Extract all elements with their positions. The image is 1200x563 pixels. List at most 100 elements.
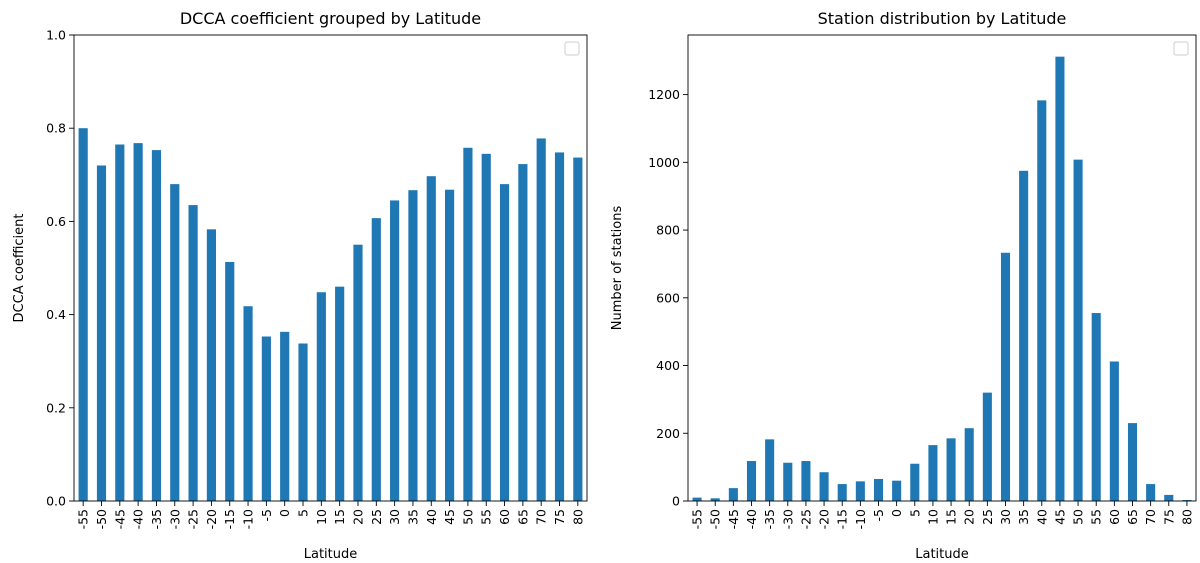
stations-bar--10 [855, 481, 865, 501]
stations-bar-10 [928, 445, 938, 501]
stations-xtick-label: 75 [1161, 509, 1176, 525]
dcca-xtick-label: 55 [479, 509, 494, 525]
stations-xtick-label: 60 [1107, 509, 1122, 525]
stations-xtick-label: -45 [726, 509, 741, 529]
stations-ytick-label: 1000 [648, 155, 680, 170]
dcca-bar--55 [78, 128, 88, 501]
dcca-xtick-label: -40 [131, 509, 146, 529]
stations-xtick-label: -30 [780, 509, 795, 529]
stations-bar-35 [1019, 170, 1029, 501]
dcca-xtick-label: 65 [515, 509, 530, 525]
dcca-bar-15 [335, 286, 345, 501]
stations-legend-box [1173, 41, 1189, 56]
dcca-xtick-label: -10 [241, 509, 256, 529]
dcca-bar--5 [261, 336, 271, 501]
stations-xtick-label: 45 [1052, 509, 1067, 525]
dcca-xtick-label: -15 [222, 509, 237, 529]
dcca-bar-25 [371, 218, 381, 501]
stations-xtick-label: 20 [962, 509, 977, 525]
dcca-xtick-label: 80 [570, 509, 585, 525]
dcca-bar-50 [463, 147, 473, 501]
stations-bar-0 [892, 480, 902, 501]
dcca-bar--10 [243, 306, 253, 501]
stations-bar--55 [692, 497, 702, 501]
stations-bar-30 [1000, 252, 1011, 501]
dcca-bar-30 [390, 200, 400, 501]
stations-bar-75 [1164, 494, 1174, 501]
stations-bar-15 [946, 438, 956, 501]
dcca-bar-75 [554, 152, 565, 501]
stations-ytick-label: 0 [672, 494, 680, 509]
stations-xtick-label: 25 [980, 509, 995, 525]
stations-xtick-label: 15 [944, 509, 959, 525]
dcca-xtick-label: 15 [332, 509, 347, 525]
dcca-xtick-label: -50 [94, 509, 109, 529]
dcca-xtick-label: -5 [259, 509, 274, 521]
stations-bar--30 [783, 462, 793, 501]
stations-bar-40 [1037, 100, 1047, 502]
stations-bar-20 [964, 428, 974, 501]
stations-bar-45 [1055, 56, 1065, 502]
dcca-bar--25 [188, 205, 198, 501]
dcca-bar--30 [170, 184, 180, 501]
dcca-bar-10 [316, 292, 326, 501]
stations-bar--40 [746, 461, 757, 501]
dcca-bar-70 [536, 138, 546, 501]
stations-bar--45 [728, 488, 738, 501]
stations-bar-80 [1182, 499, 1192, 501]
stations-xtick-label: 65 [1125, 509, 1140, 525]
stations-chart: Station distribution by Latitude02004006… [610, 9, 1197, 562]
dcca-xtick-label: 5 [296, 509, 311, 517]
stations-xtick-label: -15 [835, 509, 850, 529]
dcca-bar--50 [96, 165, 107, 502]
dcca-bar-35 [408, 190, 418, 502]
dcca-bar-20 [353, 244, 363, 501]
dcca-bar-80 [573, 157, 583, 502]
dcca-ytick-label: 0.2 [46, 400, 66, 415]
stations-xtick-label: 10 [925, 509, 940, 525]
dcca-ytick-label: 1.0 [46, 28, 66, 43]
dcca-bar--45 [115, 144, 125, 501]
dcca-yaxis-label: DCCA coefficient [12, 214, 27, 323]
dcca-bar-45 [445, 189, 455, 501]
stations-bar-70 [1146, 484, 1156, 501]
dcca-xtick-label: -45 [112, 509, 127, 529]
stations-xtick-label: -55 [690, 509, 705, 529]
stations-ytick-label: 800 [656, 223, 680, 238]
dcca-xtick-label: 75 [552, 509, 567, 525]
stations-xaxis-label: Latitude [915, 547, 969, 562]
stations-bar--50 [710, 498, 720, 501]
dcca-xtick-label: 45 [442, 509, 457, 525]
stations-bar--15 [837, 484, 847, 501]
stations-bar--25 [801, 461, 811, 501]
dcca-xtick-label: 30 [387, 509, 402, 525]
stations-xtick-label: 40 [1034, 509, 1049, 525]
dcca-xtick-label: 70 [534, 509, 549, 525]
dcca-bar--15 [225, 261, 235, 501]
stations-chart-title: Station distribution by Latitude [818, 9, 1067, 28]
stations-bar-60 [1109, 361, 1119, 501]
stations-ytick-label: 400 [656, 358, 680, 373]
dcca-axes-frame [73, 34, 588, 502]
dcca-bar-0 [280, 331, 290, 501]
dcca-legend-box [564, 41, 580, 56]
dcca-xtick-label: -55 [76, 509, 91, 529]
dcca-xtick-label: -25 [186, 509, 201, 529]
stations-bar-50 [1073, 159, 1083, 501]
dcca-ytick-label: 0.0 [46, 494, 66, 509]
dcca-chart-title: DCCA coefficient grouped by Latitude [180, 9, 481, 28]
stations-bar-5 [910, 463, 920, 501]
dcca-xtick-label: -30 [167, 509, 182, 529]
stations-yaxis-label: Number of stations [610, 206, 625, 331]
stations-bar--20 [819, 472, 829, 501]
dcca-chart: DCCA coefficient grouped by Latitude 0.0 0… [12, 9, 588, 562]
stations-bar-55 [1091, 313, 1101, 501]
stations-bar--5 [873, 478, 884, 501]
stations-xtick-label: 35 [1016, 509, 1031, 525]
stations-xtick-label: -5 [871, 509, 886, 521]
stations-bar-65 [1127, 423, 1138, 501]
stations-xtick-label: 70 [1143, 509, 1158, 525]
stations-xtick-label: -25 [798, 509, 813, 529]
dcca-xtick-label: -35 [149, 509, 164, 529]
